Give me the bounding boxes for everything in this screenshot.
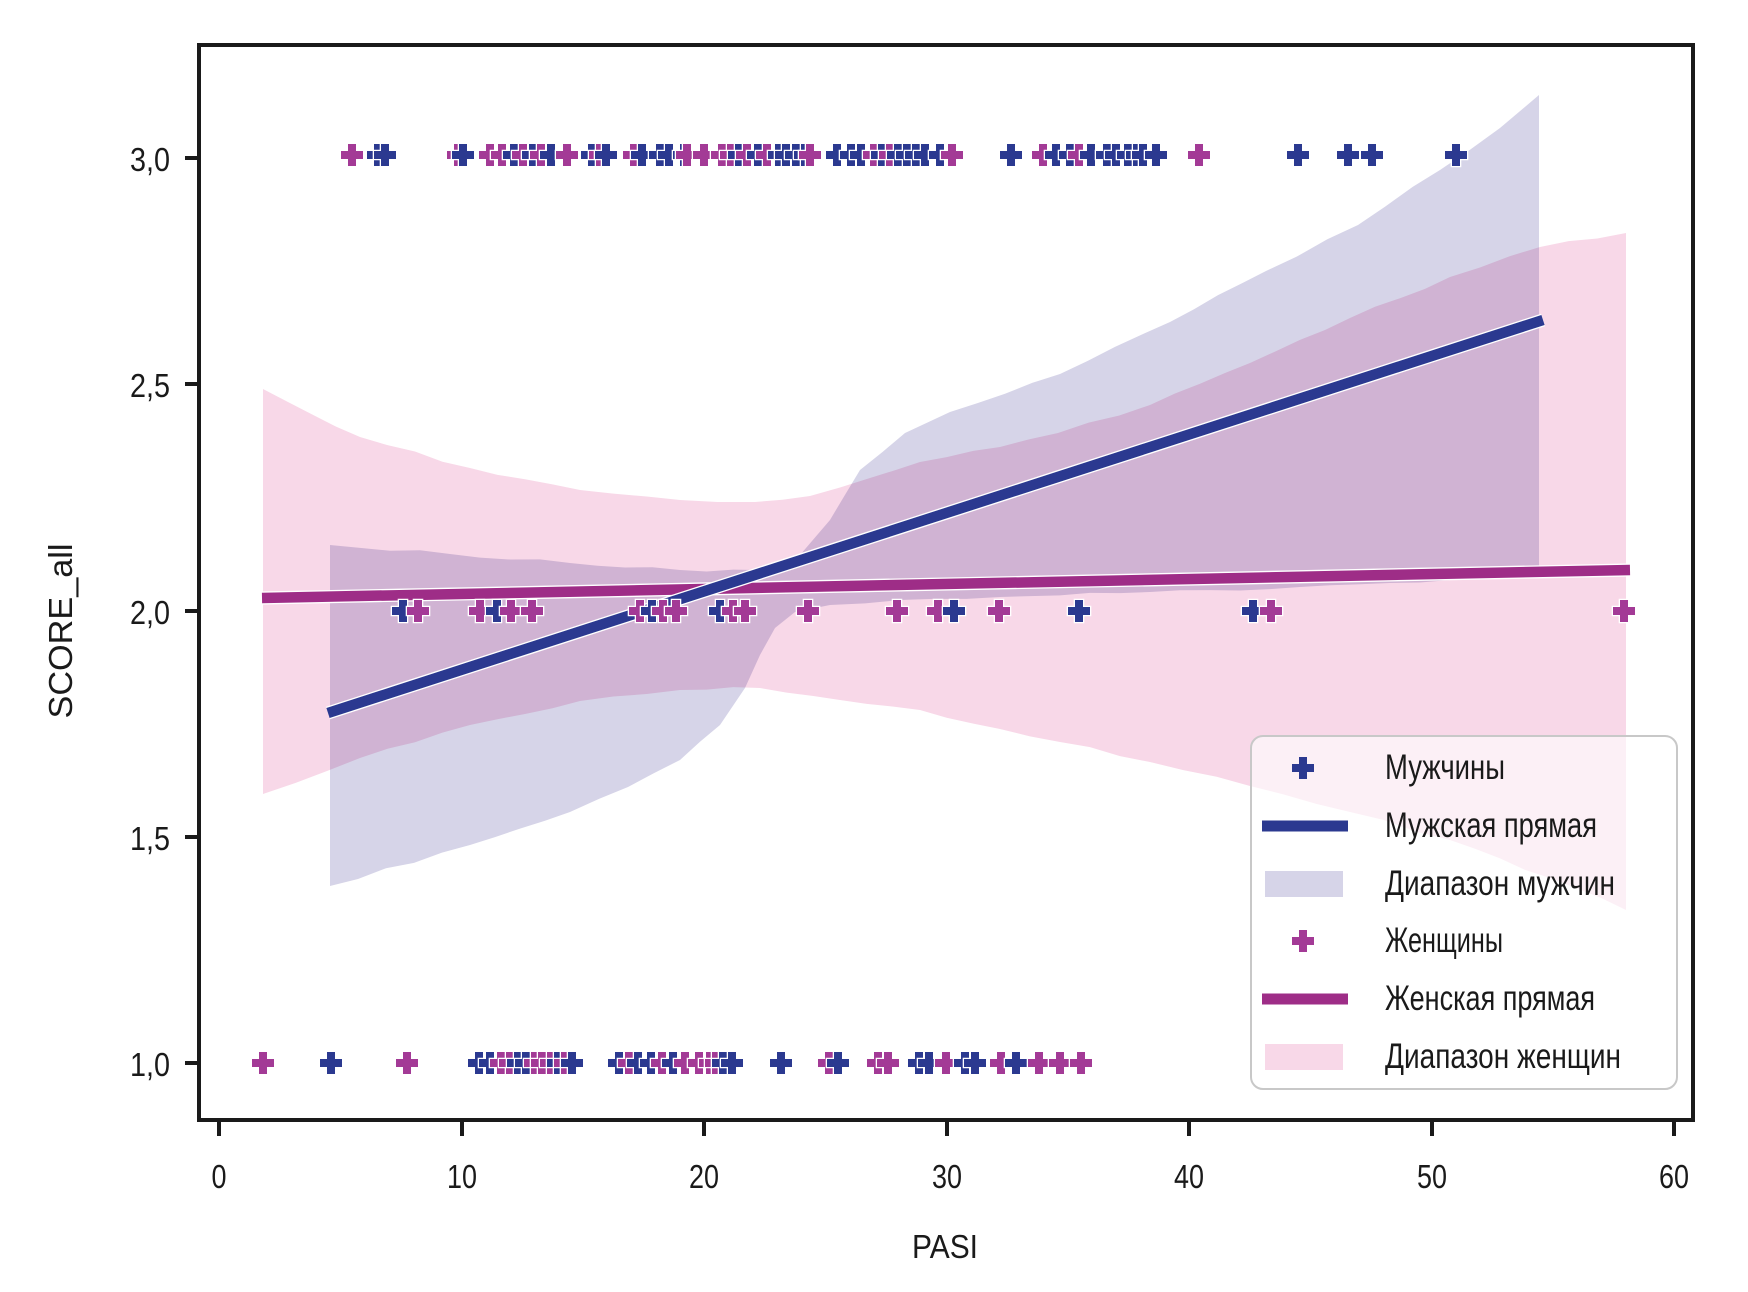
svg-text:60: 60 [1659, 1158, 1689, 1195]
svg-text:20: 20 [689, 1158, 719, 1195]
svg-text:1,5: 1,5 [130, 820, 170, 857]
svg-text:10: 10 [447, 1158, 477, 1195]
svg-text:Мужская прямая: Мужская прямая [1385, 806, 1597, 845]
svg-text:Диапазон женщин: Диапазон женщин [1385, 1037, 1621, 1076]
svg-text:PASI: PASI [912, 1228, 978, 1265]
svg-text:2,0: 2,0 [130, 594, 170, 631]
svg-text:30: 30 [932, 1158, 962, 1195]
svg-text:50: 50 [1417, 1158, 1447, 1195]
svg-text:40: 40 [1174, 1158, 1204, 1195]
svg-text:Женская прямая: Женская прямая [1385, 979, 1595, 1018]
svg-text:1,0: 1,0 [130, 1046, 170, 1083]
svg-text:0: 0 [212, 1158, 227, 1195]
svg-text:Мужчины: Мужчины [1385, 748, 1505, 787]
svg-text:3,0: 3,0 [130, 141, 170, 178]
svg-text:2,5: 2,5 [130, 367, 170, 404]
svg-text:Женщины: Женщины [1385, 921, 1503, 960]
svg-text:SCORE_all: SCORE_all [42, 544, 79, 719]
svg-text:Диапазон мужчин: Диапазон мужчин [1385, 864, 1615, 903]
